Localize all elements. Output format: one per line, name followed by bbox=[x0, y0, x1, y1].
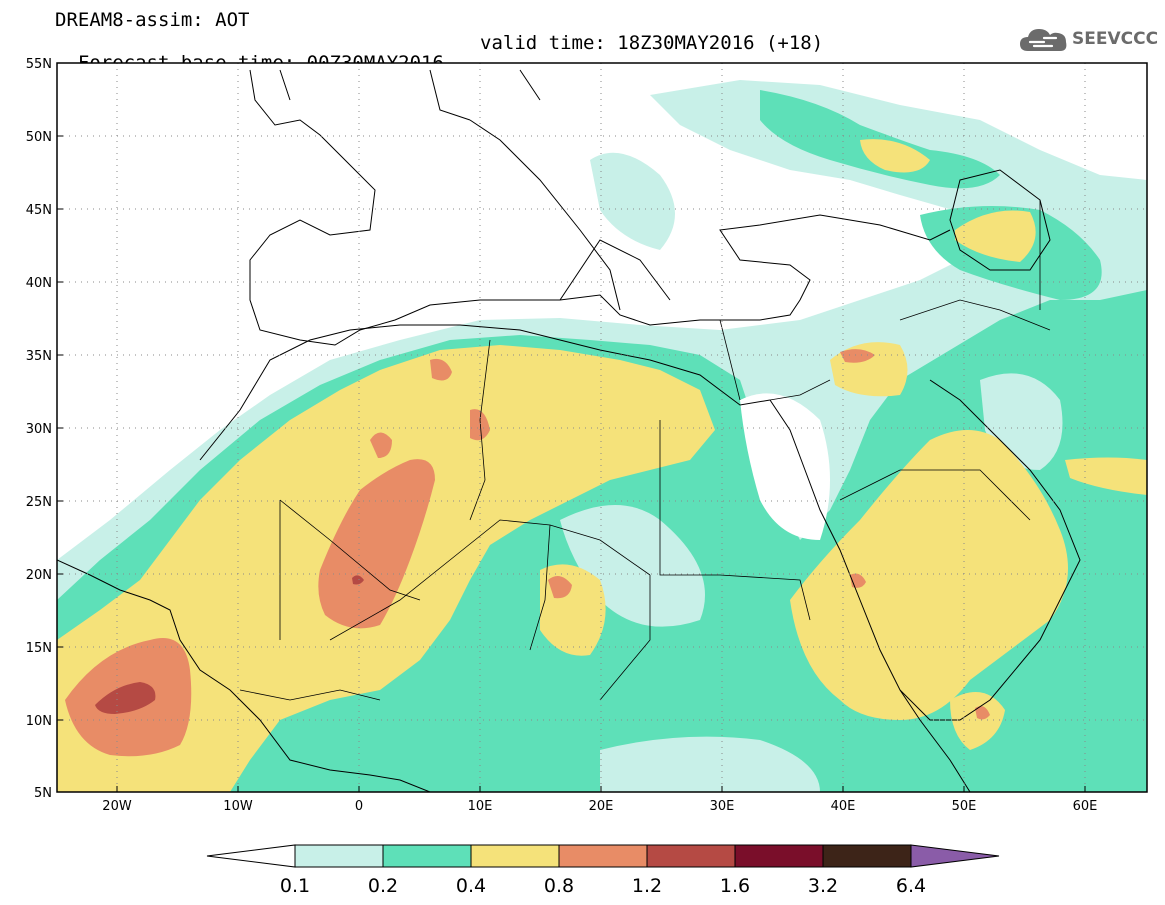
coastlines bbox=[57, 69, 1081, 792]
legend-label: 0.4 bbox=[456, 875, 486, 897]
legend-label: 0.1 bbox=[280, 875, 310, 897]
legend-swatch bbox=[646, 844, 736, 868]
aot-field bbox=[57, 63, 1147, 792]
legend-labels: 0.1 0.2 0.4 0.8 1.2 1.6 3.2 6.4 bbox=[280, 875, 926, 897]
legend-swatch bbox=[822, 844, 912, 868]
lat-label: 30N bbox=[26, 422, 52, 437]
legend-swatch-under bbox=[206, 844, 296, 868]
lat-label: 25N bbox=[26, 495, 52, 510]
lat-label: 10N bbox=[26, 714, 52, 729]
lat-label: 35N bbox=[26, 349, 52, 364]
seevccc-logo: SEEVCCC bbox=[1018, 22, 1158, 56]
lon-label: 50E bbox=[952, 799, 977, 814]
legend-swatch bbox=[382, 844, 472, 868]
legend-label: 0.2 bbox=[368, 875, 398, 897]
valid-time: valid time: 18Z30MAY2016 (+18) bbox=[480, 32, 824, 54]
lat-label: 40N bbox=[26, 276, 52, 291]
legend-swatch bbox=[558, 844, 648, 868]
lon-label: 40E bbox=[831, 799, 856, 814]
legend-label: 3.2 bbox=[808, 875, 838, 897]
lon-label: 20E bbox=[589, 799, 614, 814]
color-legend bbox=[206, 844, 1000, 868]
lat-label: 50N bbox=[26, 130, 52, 145]
axis-ticks bbox=[57, 62, 1086, 793]
legend-label: 6.4 bbox=[896, 875, 926, 897]
lat-label: 20N bbox=[26, 568, 52, 583]
country-borders bbox=[239, 200, 1051, 701]
lon-label: 10W bbox=[223, 799, 253, 814]
lat-label: 45N bbox=[26, 203, 52, 218]
legend-label: 0.8 bbox=[544, 875, 574, 897]
legend-label: 1.6 bbox=[720, 875, 750, 897]
legend-swatch bbox=[294, 844, 384, 868]
legend-swatch-over bbox=[910, 844, 1000, 868]
lon-label: 60E bbox=[1073, 799, 1098, 814]
legend-label: 1.2 bbox=[632, 875, 662, 897]
legend-swatch bbox=[734, 844, 824, 868]
lon-labels: 20W 10W 0 10E 20E 30E 40E 50E 60E bbox=[102, 799, 1097, 814]
lat-label: 15N bbox=[26, 641, 52, 656]
map-title: DREAM8-assim: AOT bbox=[55, 9, 250, 31]
lon-label: 10E bbox=[468, 799, 493, 814]
logo-text: SEEVCCC bbox=[1072, 29, 1159, 49]
legend-swatch bbox=[470, 844, 560, 868]
cloud-icon bbox=[1020, 29, 1067, 51]
lat-label: 55N bbox=[26, 57, 52, 72]
lat-labels: 55N 50N 45N 40N 35N 30N 25N 20N 15N 10N … bbox=[26, 57, 52, 801]
lat-label: 5N bbox=[34, 786, 52, 801]
lon-label: 0 bbox=[355, 799, 363, 814]
lon-label: 20W bbox=[102, 799, 132, 814]
lon-label: 30E bbox=[710, 799, 735, 814]
